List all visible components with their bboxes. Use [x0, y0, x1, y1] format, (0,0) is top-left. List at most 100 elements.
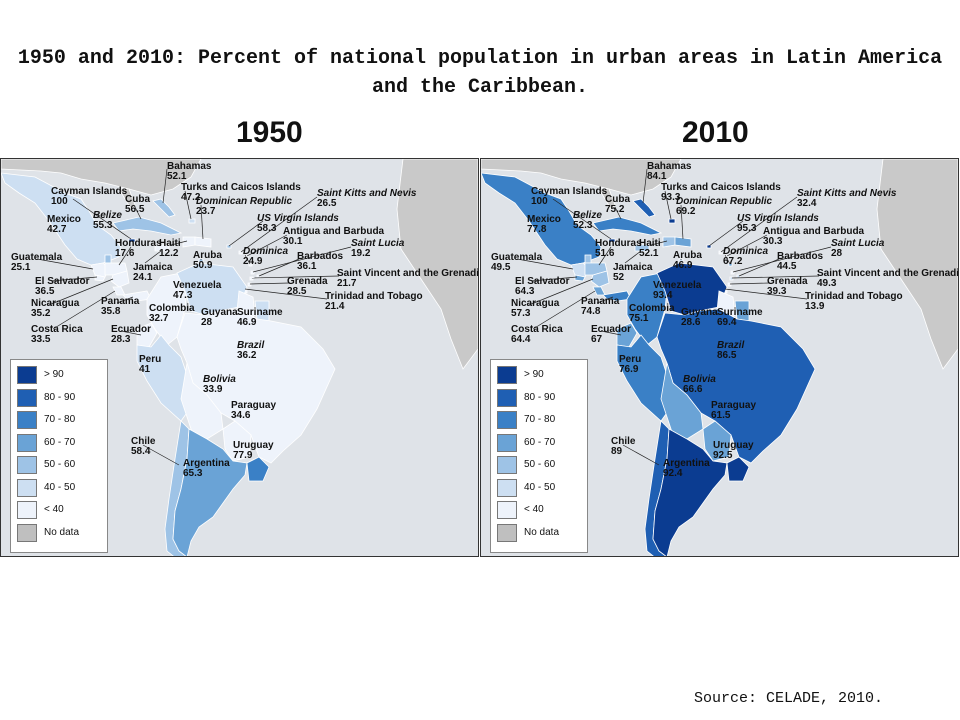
label-barbados: Barbados 44.5: [777, 252, 823, 272]
leader-line-ecuador: [600, 330, 622, 336]
leader-line-dominica: [244, 254, 251, 265]
legend-label: 60 - 70: [44, 436, 76, 448]
urban-percent-value: 17.6: [115, 248, 135, 259]
country-us_virgin: [706, 244, 712, 249]
label-panama: Panama 35.8: [101, 297, 139, 317]
north-america-land: [481, 159, 682, 196]
country-cayman: [608, 238, 616, 243]
leader-line-guatemala: [516, 258, 574, 270]
legend-label: 70 - 80: [44, 414, 76, 425]
urban-percent-value: 66.6: [683, 384, 703, 395]
country-argentina: [652, 428, 728, 556]
label-jamaica: Jamaica 24.1: [133, 263, 172, 283]
country-uruguay: [246, 456, 270, 482]
florida-land: [598, 188, 616, 210]
leader-line-barbados: [738, 258, 780, 277]
country-paraguay: [702, 420, 732, 462]
urban-percent-value: 42.7: [47, 224, 67, 235]
country-cuba: [112, 216, 183, 236]
country-cayman: [128, 238, 136, 243]
urban-percent-value: 76.9: [619, 364, 639, 375]
country-aruba: [678, 258, 684, 263]
urban-percent-value: 21.4: [325, 301, 345, 312]
leader-line-panama: [596, 296, 614, 304]
legend-2010: > 90 80 - 90 70 - 80 60 - 70 50 - 60 40 - 50 <…: [490, 359, 588, 553]
country-ecuador: [616, 322, 638, 348]
country-name: Nicaragua: [511, 298, 560, 309]
urban-percent-value: 44.5: [777, 261, 797, 272]
leader-line-nicaragua: [528, 278, 594, 306]
country-aruba: [198, 258, 204, 263]
label-chile: Chile 58.4: [131, 437, 155, 457]
urban-percent-value: 57.3: [511, 308, 531, 319]
urban-percent-value: 74.8: [581, 306, 601, 317]
label-guatemala: Guatemala 25.1: [11, 253, 62, 273]
country-name: Guyana: [201, 307, 238, 318]
country-name: Panama: [101, 296, 140, 307]
country-venezuela: [656, 262, 728, 316]
country-name: Barbados: [777, 251, 824, 262]
country-name: El Salvador: [35, 276, 90, 287]
urban-percent-value: 28.3: [111, 334, 131, 345]
label-st-vincent: Saint Vincent and the Grenadines49.3: [817, 269, 958, 289]
urban-percent-value: 47.3: [173, 290, 193, 301]
urban-percent-value: 84.1: [647, 171, 667, 182]
urban-percent-value: 25.1: [11, 262, 31, 273]
leader-line-panama: [116, 296, 134, 304]
country-name: Costa Rica: [511, 324, 563, 335]
urban-percent-value: 34.6: [231, 410, 251, 421]
country-name: Cayman Islands: [531, 186, 608, 197]
country-jamaica: [154, 244, 170, 252]
leader-line-grenada: [729, 282, 770, 285]
country-name: Brazil: [237, 340, 265, 351]
urban-percent-value: 47.2: [181, 192, 201, 203]
label-bahamas: Bahamas 52.1: [167, 162, 211, 182]
urban-percent-value: 77.9: [233, 450, 253, 461]
country-ecuador: [136, 322, 158, 348]
country-name: Peru: [619, 354, 642, 365]
country-name: Trinidad and Tobago: [805, 291, 903, 302]
urban-percent-value: 52.3: [573, 220, 593, 231]
label-jamaica: Jamaica 52: [613, 263, 652, 283]
urban-percent-value: 93.4: [653, 290, 673, 301]
label-cuba: Cuba 75.2: [605, 195, 630, 215]
country-name: Bahamas: [647, 161, 692, 172]
label-bahamas: Bahamas 84.1: [647, 162, 691, 182]
country-name: Bahamas: [167, 161, 212, 172]
label-grenada: Grenada 39.3: [767, 277, 808, 297]
country-name: Saint Lucia: [831, 238, 885, 249]
country-name: Nicaragua: [31, 298, 80, 309]
country-name: Venezuela: [653, 280, 702, 291]
label-guatemala: Guatemala 49.5: [491, 253, 542, 273]
year-heading-2010: 2010: [682, 116, 749, 149]
urban-percent-value: 24.1: [133, 272, 153, 283]
country-name: Haiti: [159, 238, 181, 249]
country-bahamas: [152, 198, 176, 218]
urban-percent-value: 65.3: [183, 468, 203, 479]
legend-swatch: [497, 523, 517, 542]
florida-land: [118, 188, 136, 210]
label-turks-caicos: Turks and Caicos Islands 93.3: [661, 183, 781, 203]
map-svg-2010: [481, 159, 958, 556]
leader-line-st_lucia: [732, 246, 832, 273]
leader-line-nicaragua: [48, 278, 114, 306]
country-name: Peru: [139, 354, 162, 365]
country-name: Haiti: [639, 238, 661, 249]
country-name: Argentina: [183, 458, 230, 469]
leader-line-cuba: [614, 206, 622, 220]
country-colombia: [626, 272, 668, 346]
legend-label: > 90: [44, 369, 64, 380]
leader-line-st_kitts: [240, 196, 318, 253]
country-st_vincent: [249, 276, 254, 281]
country-name: El Salvador: [515, 276, 570, 287]
label-aruba: Aruba 46.9: [673, 251, 702, 271]
leader-line-bahamas: [162, 168, 168, 204]
country-name: Barbados: [297, 251, 344, 262]
urban-percent-value: 86.5: [717, 350, 737, 361]
legend-label: 80 - 90: [524, 391, 556, 403]
country-name: Costa Rica: [31, 324, 83, 335]
label-st-kitts: Saint Kitts and Nevis 32.4: [797, 189, 896, 209]
label-panama: Panama 74.8: [581, 297, 619, 317]
country-venezuela: [176, 262, 248, 316]
legend-swatch: [17, 411, 37, 429]
